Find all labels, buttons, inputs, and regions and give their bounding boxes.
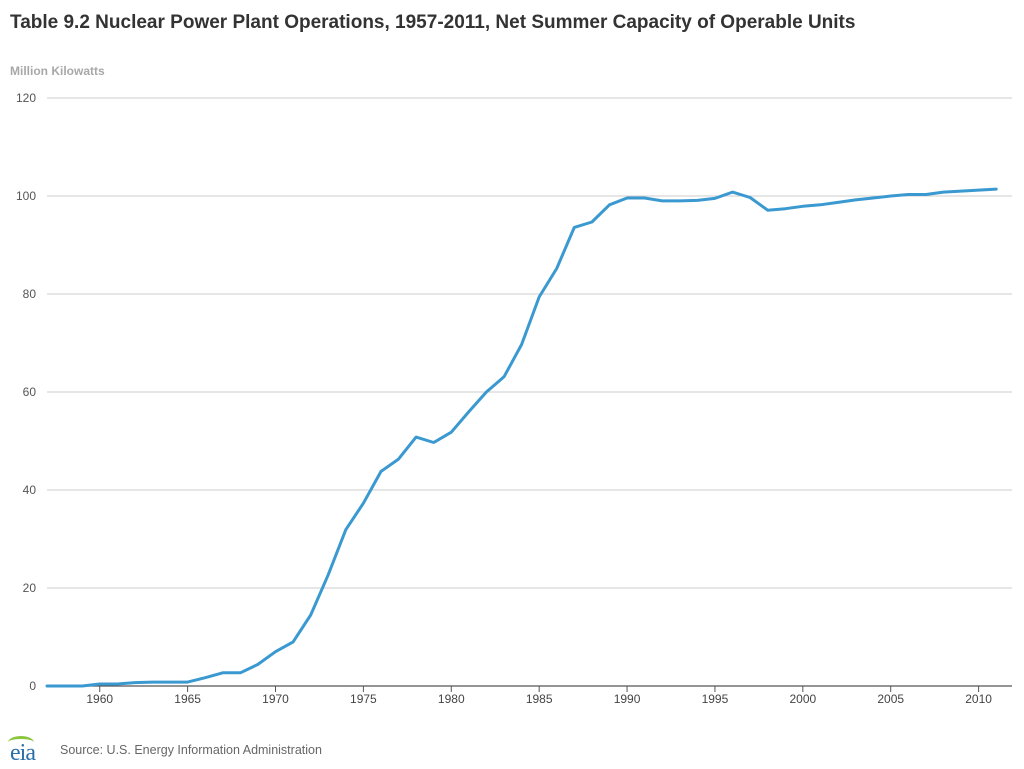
y-tick-label: 60: [23, 385, 37, 399]
y-tick-label: 20: [23, 581, 37, 595]
y-tick-label: 100: [16, 189, 36, 203]
x-tick-label: 1975: [350, 692, 377, 706]
x-tick-label: 1960: [86, 692, 113, 706]
x-tick-label: 2000: [789, 692, 816, 706]
x-tick-label: 1995: [702, 692, 729, 706]
y-tick-labels: 0 20 40 60 80 100 120: [16, 91, 36, 693]
x-tick-label: 1970: [262, 692, 289, 706]
source-note: Source: U.S. Energy Information Administ…: [60, 743, 322, 757]
y-tick-label: 0: [29, 679, 36, 693]
y-axis-label: Million Kilowatts: [10, 64, 105, 78]
x-axis: 1960 1965 1970 1975 1980 1985 1990 1995 2000 2005…: [47, 685, 1012, 706]
y-tick-label: 80: [23, 287, 37, 301]
x-tick-label: 2005: [877, 692, 904, 706]
gridlines: [47, 97, 1012, 589]
series: [45, 187, 998, 688]
y-tick-label: 120: [16, 91, 36, 105]
chart-title: Table 9.2 Nuclear Power Plant Operations…: [10, 12, 856, 33]
x-tick-label: 1985: [526, 692, 553, 706]
x-tick-label: 2010: [965, 692, 992, 706]
footer: eia Source: U.S. Energy Information Admi…: [6, 735, 322, 766]
y-tick-label: 40: [23, 483, 37, 497]
x-tick-label: 1990: [614, 692, 641, 706]
series-line-0: [45, 187, 998, 688]
eia-logo-text: eia: [10, 740, 36, 766]
eia-logo: eia: [6, 736, 46, 766]
x-tick-label: 1965: [174, 692, 201, 706]
eia-logo-arc: [8, 736, 34, 749]
x-tick-label: 1980: [438, 692, 465, 706]
